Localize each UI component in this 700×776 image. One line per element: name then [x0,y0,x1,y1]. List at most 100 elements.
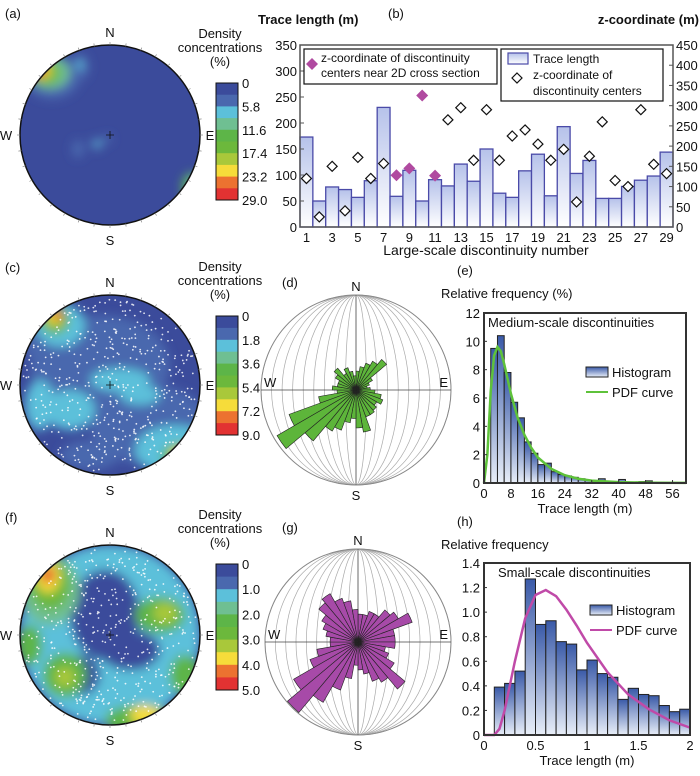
compass-e: E [439,375,448,390]
pole-point [61,694,64,696]
pole-point [43,671,46,674]
tick-mark [178,442,182,446]
z-coordinate-point [300,172,313,185]
pole-point [193,642,196,645]
pole-point [182,400,184,403]
pole-point [132,386,135,389]
pole-point [168,430,171,433]
colorbar-segment [216,564,238,578]
pole-point [177,683,180,686]
pole-point [108,655,111,658]
tick-mark [154,212,157,216]
pole-point [78,338,81,340]
pole-point [103,445,106,448]
pole-point [122,342,125,345]
pole-point [27,660,30,663]
pole-point [155,606,158,609]
pole-point [41,626,44,629]
pole-point [91,666,93,669]
colorbar-segment [216,387,238,400]
pole-point [160,338,163,341]
pole-point [71,590,73,593]
pole-point [106,671,108,674]
pole-point [68,400,71,403]
pole-point [150,641,153,644]
pole-point [59,446,62,449]
histogram-bar [545,620,557,736]
pole-point [74,643,77,646]
trace-length-bar [453,163,468,228]
pole-point [166,647,169,649]
pole-point [160,674,163,676]
pole-point [167,353,169,356]
pole-point [97,617,100,619]
pole-point [124,565,126,568]
pole-point [126,418,128,421]
tick-mark [29,588,33,591]
pole-point [122,709,125,712]
pole-point [158,355,160,358]
colorbar-title: concentrations [178,40,263,55]
tick-mark [187,88,191,91]
pole-point [78,414,81,416]
pole-point [107,376,110,378]
tick-mark [140,297,143,301]
pole-point [183,391,186,394]
histogram-bar [648,695,660,736]
z-coordinate-point [442,113,454,126]
panel-label-h: (h) [457,514,473,529]
pole-point [84,561,87,563]
colorbar-segment [216,327,238,341]
pole-point [170,663,173,665]
pole-point [28,634,30,637]
colorbar-segment [216,351,238,365]
pole-point [83,646,86,648]
pole-point [140,583,143,586]
tick-mark [178,192,182,196]
trace-length-bar [530,153,546,228]
z-coordinate-near-section-point [390,169,403,182]
z-coordinate-point [313,211,326,223]
pole-point [147,337,150,340]
pole-point [124,457,126,460]
pole-point [78,629,81,632]
z-coordinate-point [622,180,634,193]
pole-point [83,648,86,651]
pole-point [61,704,64,707]
tick-mark [63,54,66,58]
pole-point [122,657,125,659]
pole-point [95,310,97,313]
tick-mark [38,324,42,328]
pole-point [181,371,184,374]
pole-point [57,452,60,455]
pole-point [120,446,123,449]
histogram-chart-e [482,312,687,485]
y-axis-title: Trace length (m) [258,12,358,27]
pole-point [143,572,146,575]
colorbar-segment [216,576,238,590]
pole-point [120,557,123,560]
pole-point [91,560,94,563]
density-blob [76,61,84,69]
tick-mark [198,618,202,620]
y-tick-label: 0 [473,728,480,743]
pole-point [42,370,45,373]
pole-point [149,682,152,685]
pole-point [79,659,82,662]
pole-point [172,441,174,444]
pole-point [116,679,119,682]
pole-point [125,590,128,593]
pole-point [107,689,109,692]
pole-point [79,685,82,688]
pole-point [104,575,106,578]
pole-point [96,351,99,354]
pole-point [114,384,116,387]
pole-point [50,657,52,660]
pole-point [148,651,151,654]
pole-point [122,719,125,721]
colorbar-frame [215,563,239,691]
pole-point [173,357,176,360]
pole-point [175,417,178,419]
pole-point [120,619,123,621]
pole-point [93,310,96,313]
